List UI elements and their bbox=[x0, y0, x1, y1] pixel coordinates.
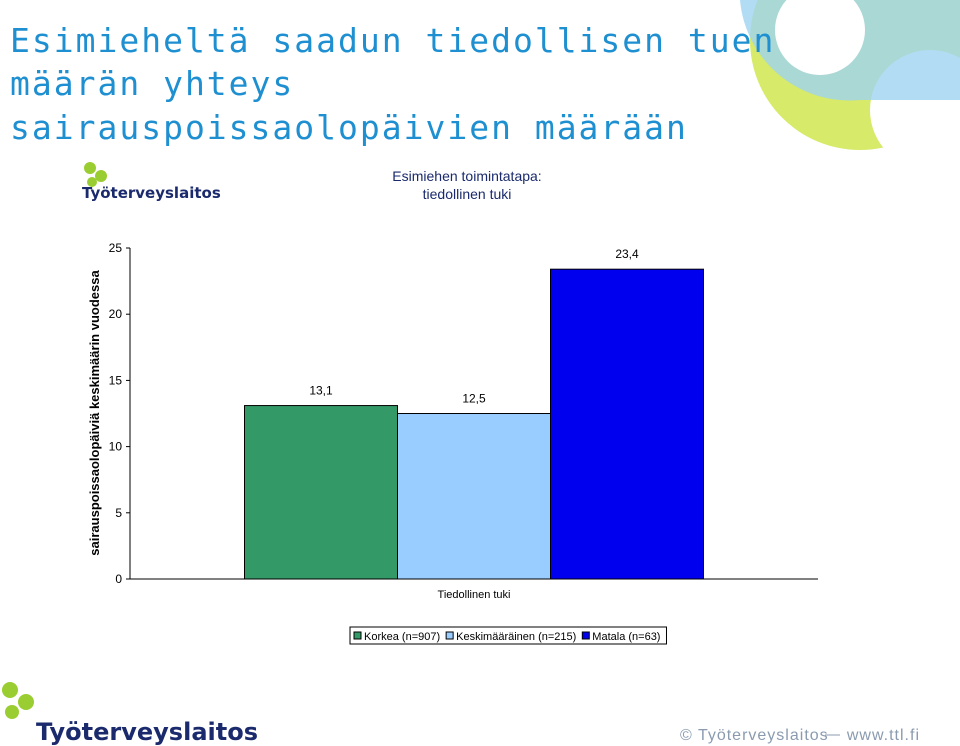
y-tick-label: 20 bbox=[109, 307, 123, 321]
x-tick-label: Tiedollinen tuki bbox=[438, 589, 511, 601]
value-label-bg bbox=[611, 245, 643, 262]
legend-label: Korkea (n=907) bbox=[364, 631, 440, 643]
y-tick-label: 5 bbox=[115, 506, 122, 520]
chart-title: tiedollinen tuki bbox=[423, 186, 512, 202]
chart-title: Esimiehen toimintatapa: bbox=[392, 168, 541, 184]
legend-box bbox=[349, 626, 667, 645]
legend-label: Keskimääräinen (n=215) bbox=[456, 631, 576, 643]
bar bbox=[550, 268, 704, 580]
slide-title: määrän yhteys bbox=[10, 64, 294, 103]
legend-swatch bbox=[445, 631, 454, 640]
y-tick-label: 0 bbox=[115, 572, 122, 586]
value-label: 12,5 bbox=[462, 392, 486, 406]
y-tick-label: 25 bbox=[109, 241, 123, 255]
slide-title: sairauspoissaolopäivien määrään bbox=[10, 108, 688, 147]
bar bbox=[397, 413, 551, 580]
logo-text: Työterveyslaitos bbox=[36, 718, 258, 746]
legend-swatch bbox=[581, 631, 590, 640]
footer-url: www.ttl.fi bbox=[846, 727, 920, 744]
y-tick-label: 15 bbox=[109, 373, 123, 387]
footer-copyright: © Työterveyslaitos bbox=[680, 727, 829, 744]
decoration bbox=[740, 0, 960, 170]
logo-top: Työterveyslaitos bbox=[82, 162, 221, 202]
value-label: 13,1 bbox=[309, 384, 333, 398]
value-label-bg bbox=[458, 389, 490, 406]
legend-label: Matala (n=63) bbox=[592, 631, 660, 643]
slide-title: Esimieheltä saadun tiedollisen tuen bbox=[10, 21, 775, 60]
y-axis-label: sairauspoissaolopäiviä keskimäärin vuode… bbox=[87, 270, 102, 556]
logo-text: Työterveyslaitos bbox=[82, 184, 221, 202]
y-tick-label: 10 bbox=[109, 440, 123, 454]
value-label-bg bbox=[305, 381, 337, 398]
bar bbox=[244, 405, 398, 580]
logo-bottom: Työterveyslaitos bbox=[2, 682, 258, 746]
value-label: 23,4 bbox=[615, 247, 639, 261]
legend-swatch bbox=[353, 631, 362, 640]
